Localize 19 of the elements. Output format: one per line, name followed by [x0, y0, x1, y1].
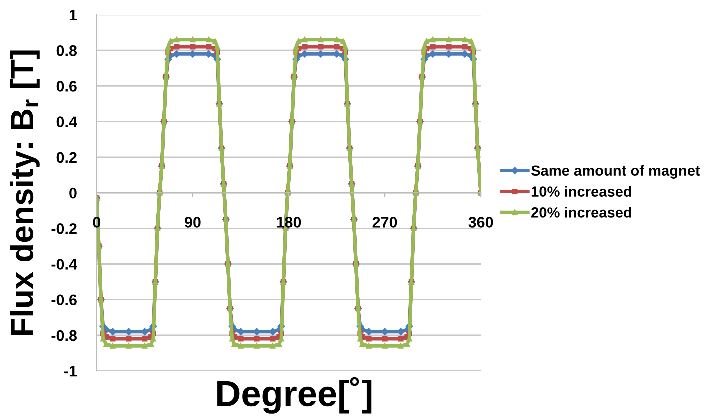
- y-axis-title: Flux density: B$_{r}$ [T]: [10, 50, 40, 336]
- y-tick-label: 0: [70, 188, 77, 199]
- x-tick-label: 270: [372, 217, 398, 228]
- y-tick-label: 0.8: [56, 45, 78, 56]
- x-axis-title: Degree[˚]: [218, 377, 372, 414]
- y-tick-label: -0.2: [52, 224, 77, 234]
- y-tick-label: -0.6: [52, 294, 77, 306]
- y-tick-label: 1: [70, 10, 78, 21]
- y-tick-label: 0.4: [56, 116, 78, 128]
- y-tick-label: -1: [64, 366, 78, 377]
- x-tick-label: 90: [184, 217, 201, 228]
- y-tick-label: -0.8: [52, 330, 78, 342]
- y-tick-label: 0.6: [56, 81, 77, 92]
- y-tick-label: 0.2: [56, 152, 77, 164]
- legend-label: 10% increased: [532, 186, 632, 197]
- legend-label: Same amount of magnet: [531, 165, 700, 179]
- legend-label: 20% increased: [532, 207, 632, 218]
- x-tick-label: 360: [468, 217, 494, 228]
- y-tick-label: -0.4: [52, 259, 78, 270]
